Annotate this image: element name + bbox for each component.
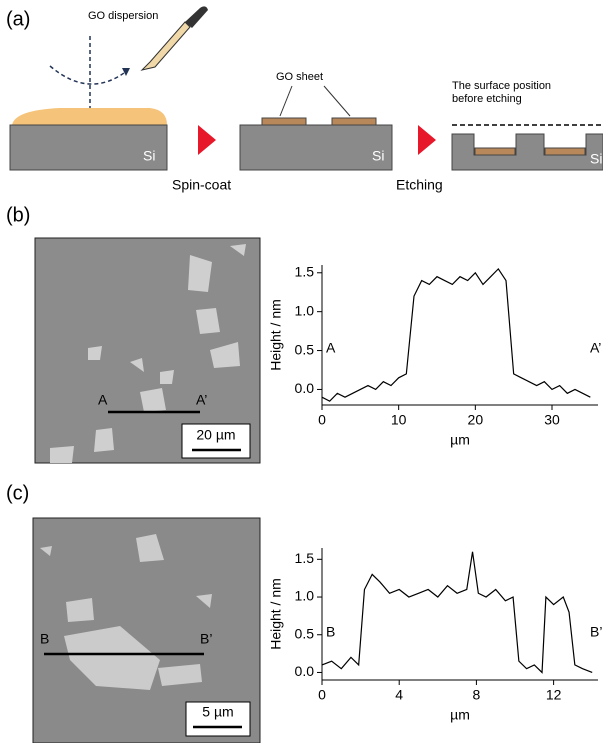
schematic: Si GO dispersion Spin-coat Si GO sheet E… [9,6,603,193]
scale-box [181,423,251,459]
scale-box [185,701,251,737]
si-label: Si [372,148,384,164]
si-label: Si [590,151,602,167]
dropper-bulb [185,6,208,29]
afm-image: A A’ 20 µm [34,237,261,464]
annotation: A’ [590,339,601,355]
x-tick-label: 20 [468,412,484,428]
x-tick-label: 10 [391,412,407,428]
annotation: B’ [590,623,602,639]
x-axis-label: µm [450,707,470,723]
x-tick-label: 12 [546,687,562,703]
line-start: B [40,631,49,647]
profile-line [321,551,593,674]
y-tick-label: 1.5 [295,263,315,279]
step-label: Etching [396,177,443,193]
leader [279,85,293,117]
panel-label: (c) [6,482,29,504]
x-tick-label: 0 [318,687,326,703]
go-sheet [474,147,516,156]
y-tick-label: 0.0 [295,380,315,396]
sheet-label: GO sheet [276,71,323,83]
arrowhead [122,68,130,76]
dropper [140,21,191,71]
afm-image: B B’ 5 µm [32,517,261,743]
line-end: A’ [196,392,207,408]
y-tick-label: 1.0 [295,302,315,318]
y-tick-label: 1.5 [295,550,315,566]
step-label: Spin-coat [172,177,231,193]
si-substrate [9,124,168,171]
go-flakes [50,244,246,463]
go-flakes [40,534,212,690]
go-sheet [331,117,377,126]
profile-line [321,267,591,402]
dropper-label: GO dispersion [88,10,158,22]
y-tick-label: 0.0 [295,663,315,679]
rotation-arrow [49,65,129,85]
scale-label: 20 µm [196,427,235,443]
go-sheet [261,117,307,126]
arrow [418,125,436,155]
panel-label: (b) [6,204,30,226]
y-tick-label: 1.0 [295,588,315,604]
y-tick-label: 0.5 [295,341,315,357]
surface-label: The surface position [452,80,551,92]
x-tick-label: 4 [395,687,403,703]
annotation: A [326,339,336,355]
surface-label: before etching [452,93,522,105]
annotation: B [326,623,335,639]
etched-substrate [451,133,603,171]
y-axis-label: Height / nm [268,578,284,650]
si-label: Si [143,148,155,164]
line-start: A [98,392,108,408]
arrow [198,125,216,155]
x-tick-label: 0 [318,412,326,428]
si-substrate [239,124,393,171]
y-axis-label: Height / nm [268,299,284,371]
x-tick-label: 30 [544,412,560,428]
panel-label: (a) [6,8,30,30]
go-film [12,108,167,125]
y-tick-label: 0.5 [295,625,315,641]
leader [323,85,351,117]
x-axis-label: µm [450,432,470,448]
x-tick-label: 8 [473,687,481,703]
line-end: B’ [200,631,212,647]
go-sheet [544,147,586,156]
scale-label: 5 µm [202,704,233,720]
